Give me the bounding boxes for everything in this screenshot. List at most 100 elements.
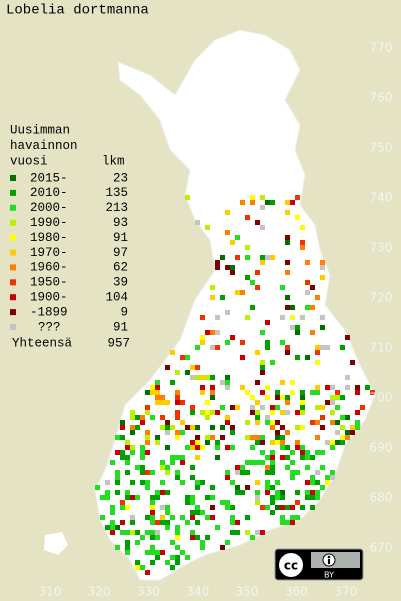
cell [260, 440, 265, 445]
cell [195, 365, 200, 370]
cell [255, 480, 260, 485]
cell [225, 340, 230, 345]
cell [190, 465, 195, 470]
cell [315, 345, 320, 350]
cell [275, 390, 280, 395]
cell [185, 445, 190, 450]
cell [315, 390, 320, 395]
cell [170, 350, 175, 355]
cell [150, 550, 155, 555]
legend-count: 9 [120, 305, 128, 319]
cell [285, 305, 290, 310]
cell [145, 435, 150, 440]
cell [230, 530, 235, 535]
cell [160, 425, 165, 430]
cell [190, 365, 195, 370]
legend-label: 2000- [30, 201, 68, 215]
cell [165, 365, 170, 370]
cell [95, 485, 100, 490]
cell [130, 415, 135, 420]
cell [155, 390, 160, 395]
x-tick-label: 360 [285, 585, 308, 599]
cell [170, 540, 175, 545]
cell [260, 330, 265, 335]
cell [115, 435, 120, 440]
cell [315, 405, 320, 410]
cell [265, 470, 270, 475]
cell [300, 245, 305, 250]
cell [230, 405, 235, 410]
cell [240, 470, 245, 475]
cell [285, 345, 290, 350]
cell [280, 490, 285, 495]
x-tick-label: 340 [186, 585, 209, 599]
cell [210, 330, 215, 335]
cell [215, 315, 220, 320]
cell [165, 470, 170, 475]
cell [150, 535, 155, 540]
cell [330, 420, 335, 425]
cell [300, 315, 305, 320]
cell [355, 425, 360, 430]
cell [155, 490, 160, 495]
cell [265, 255, 270, 260]
cell [250, 305, 255, 310]
cell [355, 420, 360, 425]
cell [160, 395, 165, 400]
cell [305, 280, 310, 285]
cell [200, 445, 205, 450]
cell [285, 210, 290, 215]
cell [175, 410, 180, 415]
cell [305, 355, 310, 360]
cell [280, 340, 285, 345]
cell [265, 505, 270, 510]
cell [325, 345, 330, 350]
cell [125, 530, 130, 535]
cell [195, 445, 200, 450]
legend-swatch [10, 279, 16, 286]
cell [200, 340, 205, 345]
cell [245, 255, 250, 260]
cell [195, 220, 200, 225]
cell [320, 265, 325, 270]
map-title: Lobelia dortmanna [6, 3, 149, 19]
cell [200, 540, 205, 545]
cell [200, 510, 205, 515]
cell [260, 405, 265, 410]
cell [225, 475, 230, 480]
cell [265, 490, 270, 495]
cell [180, 355, 185, 360]
cell [260, 360, 265, 365]
cell [215, 260, 220, 265]
legend-swatch [10, 294, 16, 301]
cell [285, 520, 290, 525]
cell [170, 565, 175, 570]
cell [220, 255, 225, 260]
cell [305, 260, 310, 265]
cell [265, 320, 270, 325]
cell [130, 495, 135, 500]
cell [205, 535, 210, 540]
cell [285, 455, 290, 460]
cell [120, 505, 125, 510]
cell [310, 305, 315, 310]
y-tick-label: 700 [370, 391, 393, 405]
license-badge: cc BY [274, 548, 364, 581]
cell [295, 470, 300, 475]
cell [260, 255, 265, 260]
cell [250, 460, 255, 465]
cell [280, 495, 285, 500]
cell [345, 430, 350, 435]
cell [250, 435, 255, 440]
cell [285, 395, 290, 400]
cell [275, 505, 280, 510]
legend-swatch [10, 324, 16, 330]
cell [280, 435, 285, 440]
cell [135, 540, 140, 545]
cell [145, 570, 150, 575]
cell [355, 385, 360, 390]
observation-cells [95, 195, 375, 575]
cell [280, 440, 285, 445]
cell [270, 450, 275, 455]
